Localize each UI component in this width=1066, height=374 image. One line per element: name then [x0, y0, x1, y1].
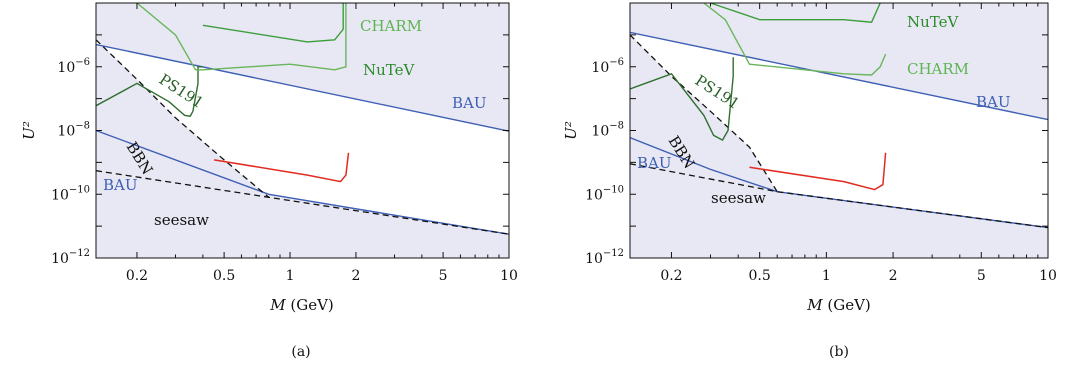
x-tick-label: 2 [889, 268, 898, 284]
series-line-bbn-3 [630, 34, 778, 193]
chart-panel-a: 0.2 0.5 1 2 5 10 10−12 10−10 10−8 10−6 M (GeV) U² CH… [20, 2, 518, 360]
series-line-bau-0 [630, 31, 1048, 121]
series-line-ps191-4 [96, 66, 203, 117]
series-line-ps191-4 [630, 57, 734, 142]
series-line-charm-6 [703, 3, 887, 76]
x-tick-label: 5 [977, 268, 986, 284]
curve-label-charm: CHARM [360, 17, 422, 35]
y-tick-label: 10−10 [585, 184, 624, 203]
y-tick-label: 10−8 [57, 121, 90, 140]
y-tick-label: 10−10 [51, 184, 90, 203]
curve-label-seesaw: seesaw [154, 211, 209, 229]
x-tick-label: 0.5 [213, 268, 235, 284]
y-tick-label: 10−12 [51, 248, 90, 267]
curve-label-bau: BAU [103, 176, 138, 194]
panel-caption: (a) [291, 344, 310, 360]
panel-caption: (b) [829, 344, 849, 360]
x-axis-label: M (GeV) [806, 296, 871, 314]
x-tick-label: 10 [500, 268, 518, 284]
curve-label-bau: BAU [452, 94, 487, 112]
y-axis-label: U² [20, 121, 38, 140]
y-tick-label: 10−6 [591, 57, 624, 76]
x-axis-label: M (GeV) [269, 296, 334, 314]
allowed-region [630, 32, 1048, 228]
x-tick-label: 5 [439, 268, 448, 284]
series-line-charm-6 [136, 3, 347, 71]
series-line-bau-1 [96, 129, 509, 235]
curve-label-nutev: NuTeV [363, 61, 416, 79]
curve-label-charm: CHARM [907, 60, 969, 78]
y-axis-label: U² [562, 121, 580, 140]
x-tick-label: 2 [351, 268, 360, 284]
curve-label-bau: BAU [976, 93, 1011, 111]
series-line-bau-1 [630, 136, 1048, 229]
allowed-region [96, 39, 509, 235]
x-tick-label: 10 [1039, 268, 1057, 284]
x-tick-label: 0.2 [660, 268, 682, 284]
x-tick-label: 1 [822, 268, 831, 284]
series-line-nutev-5 [202, 3, 344, 43]
series-line-bbn-3 [96, 39, 270, 198]
series-line-sensitivity-7 [213, 152, 350, 183]
curve-label-bau: BAU [637, 154, 672, 172]
series-line-bau-0 [96, 43, 509, 132]
x-tick-label: 0.2 [126, 268, 148, 284]
x-tick-label: 0.5 [749, 268, 771, 284]
chart-panel-b: 0.2 0.5 1 2 5 10 10−12 10−10 10−8 10−6 M (GeV) U² Nu… [562, 2, 1057, 360]
curve-label-nutev: NuTeV [907, 13, 960, 31]
y-tick-label: 10−8 [591, 121, 624, 140]
series-line-nutev-5 [710, 3, 881, 23]
y-tick-label: 10−12 [585, 248, 624, 267]
y-tick-label: 10−6 [57, 57, 90, 76]
x-tick-label: 1 [286, 268, 295, 284]
curve-label-seesaw: seesaw [711, 189, 766, 207]
series-line-sensitivity-7 [749, 152, 887, 191]
series-line-seesaw-2 [630, 163, 1048, 229]
